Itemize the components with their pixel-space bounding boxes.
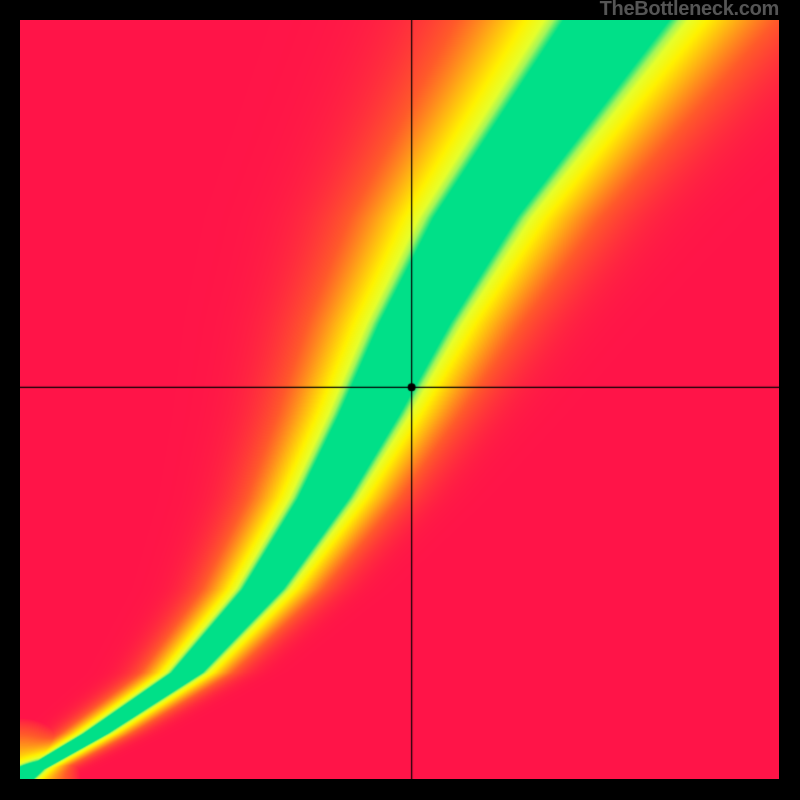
chart-container: { "layout": { "canvas_width": 800, "canv… (0, 0, 800, 800)
bottleneck-heatmap (20, 20, 779, 779)
watermark-text: TheBottleneck.com (600, 0, 779, 21)
